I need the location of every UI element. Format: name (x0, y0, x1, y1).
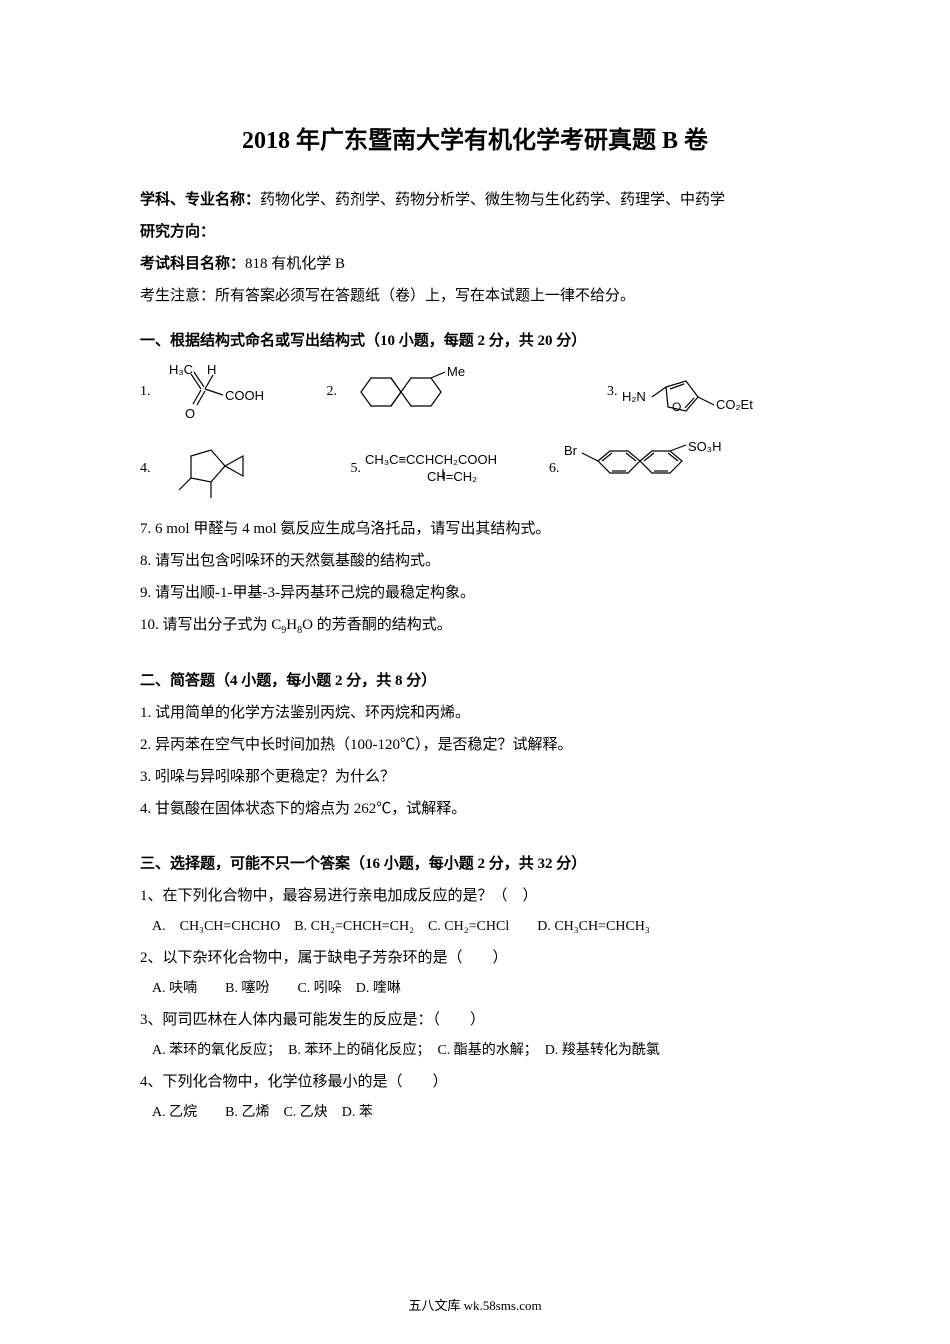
s2-q3: 3. 吲哚与异吲哚那个更稳定？为什么？ (140, 762, 810, 792)
subject-value: 药物化学、药剂学、药物分析学、微生物与生化药学、药理学、中药学 (260, 192, 725, 208)
meta-exam: 考试科目名称：818 有机化学 B (140, 249, 810, 279)
s3-h2n-label: H₂N (622, 389, 646, 404)
s1-h-label: H (207, 362, 216, 377)
section2-header: 二、简答题（4 小题，每小题 2 分，共 8 分） (140, 669, 810, 690)
s3-q3-stem: 3、阿司匹林在人体内最可能发生的反应是：（ ） (140, 1005, 810, 1035)
s3-co2et-label: CO₂Et (716, 397, 753, 412)
s3-q1-stem: 1、在下列化合物中，最容易进行亲电加成反应的是？（ ） (140, 881, 810, 911)
meta-direction: 研究方向： (140, 217, 810, 247)
s1-q9: 9. 请写出顺-1-甲基-3-异丙基环己烷的最稳定构象。 (140, 578, 810, 608)
structure-row-1: 1. H₃C H COOH O 2. (140, 360, 810, 424)
s3-q2-stem: 2、以下杂环化合物中，属于缺电子芳杂环的是（ ） (140, 943, 810, 973)
s1-q8: 8. 请写出包含吲哚环的天然氨基酸的结构式。 (140, 546, 810, 576)
s1-q10: 10. 请写出分子式为 C9H8O 的芳香酮的结构式。 (140, 610, 810, 641)
s3-q2-opts: A. 呋喃 B. 噻吩 C. 吲哚 D. 喹啉 (140, 975, 810, 1003)
s6-so3h-label: SO₃H (688, 439, 721, 454)
struct-num-2: 2. (327, 384, 338, 400)
s3-q1-opts: A. CH₃CH=CHCHO B. CH₂=CHCH=CH₂ C. CH₂=CH… (140, 913, 810, 941)
exam-label: 考试科目名称： (140, 256, 245, 272)
s2-q2: 2. 异丙苯在空气中长时间加热（100-120℃），是否稳定？试解释。 (140, 730, 810, 760)
struct-num-4: 4. (140, 461, 151, 477)
s2-q1: 1. 试用简单的化学方法鉴别丙烷、环丙烷和丙烯。 (140, 698, 810, 728)
s3-q4-stem: 4、下列化合物中，化学位移最小的是（ ） (140, 1067, 810, 1097)
s1-o-label: O (185, 406, 195, 421)
s2-q4: 4. 甘氨酸在固体状态下的熔点为 262℃，试解释。 (140, 794, 810, 824)
struct-num-6: 6. (549, 461, 560, 477)
s3-q4-opts: A. 乙烷 B. 乙烯 C. 乙炔 D. 苯 (140, 1099, 810, 1127)
page-title: 2018 年广东暨南大学有机化学考研真题 B 卷 (140, 120, 810, 155)
s1-h3c-label: H₃C (169, 362, 193, 377)
structure-row-2: 4. 5. CH₃C≡CCHCH₂COOH CH=CH₂ (140, 434, 810, 504)
struct-num-5: 5. (351, 461, 362, 477)
structure-5: CH₃C≡CCHCH₂COOH CH=CH₂ (365, 452, 497, 486)
section1-header: 一、根据结构式命名或写出结构式（10 小题，每题 2 分，共 20 分） (140, 329, 810, 350)
exam-value: 818 有机化学 B (245, 256, 345, 272)
section3-header: 三、选择题，可能不只一个答案（16 小题，每小题 2 分，共 32 分） (140, 852, 810, 873)
structure-4 (155, 434, 275, 504)
s3-o-label: O (672, 400, 681, 414)
struct-num-1: 1. (140, 384, 151, 400)
direction-label: 研究方向： (140, 224, 215, 240)
q10-e: O 的芳香酮的结构式。 (302, 617, 452, 633)
q10-a: 10. 请写出分子式为 C (140, 617, 281, 633)
subject-label: 学科、专业名称： (140, 192, 260, 208)
q10-c: H (286, 617, 297, 633)
s1-cooh-label: COOH (225, 388, 264, 403)
struct-num-3: 3. (607, 384, 618, 400)
s1-q7: 7. 6 mol 甲醛与 4 mol 氨反应生成乌洛托品，请写出其结构式。 (140, 514, 810, 544)
page-footer: 五八文库 wk.58sms.com (0, 1295, 950, 1314)
s6-br-label: Br (564, 443, 578, 458)
structure-3: H₂N O CO₂Et (622, 367, 782, 417)
structure-2: Me (341, 364, 471, 420)
s3-q3-opts: A. 苯环的氧化反应； B. 苯环上的硝化反应； C. 酯基的水解； D. 羧基… (140, 1037, 810, 1065)
meta-notice: 考生注意：所有答案必须写在答题纸（卷）上，写在本试题上一律不给分。 (140, 281, 810, 311)
s2-me-label: Me (447, 364, 465, 379)
structure-1: H₃C H COOH O (155, 360, 275, 424)
structure-6: Br SO₃H (564, 439, 734, 499)
meta-subject: 学科、专业名称：药物化学、药剂学、药物分析学、微生物与生化药学、药理学、中药学 (140, 185, 810, 215)
